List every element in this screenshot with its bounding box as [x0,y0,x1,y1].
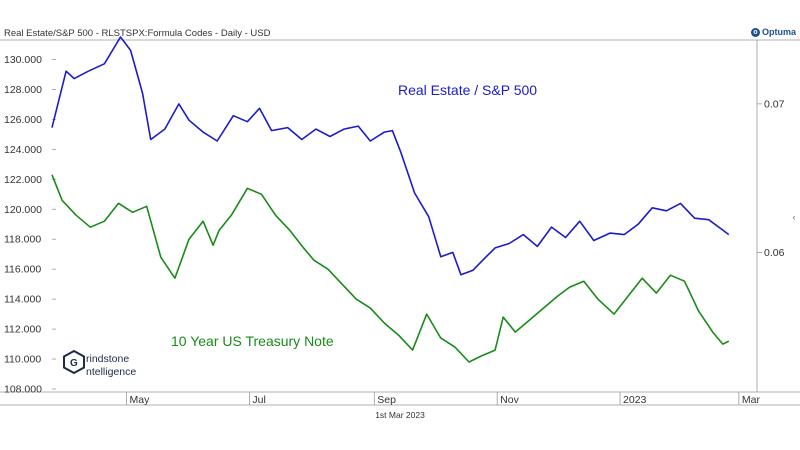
grindstone-logo: G rindstone ntelligence [63,350,136,378]
logo-line1: rindstone [86,353,129,365]
optuma-icon: o [750,27,760,37]
footer-date: 1st Mar 2023 [375,410,425,420]
left-tick-label: 118.000 [4,234,41,246]
x-axis: May Jul Sep Nov 2023 Mar [126,392,761,406]
x-tick-label: May [130,394,151,406]
left-tick-label: 128.000 [4,84,42,96]
left-axis: 130.000 128.000 126.000 124.000 122.000 120.0… [4,54,56,396]
left-tick-label: 126.000 [4,114,42,126]
right-tick-label: 0.06 [764,247,785,259]
axis-lines [0,39,800,406]
annotation-real-estate: Real Estate / S&P 500 [398,82,537,98]
series-line-treasury [51,174,730,363]
logo-line2: ntelligence [86,366,136,378]
left-tick-label: 124.000 [4,144,42,156]
series-line-real-estate [51,36,730,276]
x-tick-label: Jul [252,394,265,406]
left-tick-label: 130.000 [4,54,42,66]
brand-name: Optuma [761,27,796,37]
left-tick-label: 112.000 [4,324,41,336]
left-tick-label: 120.000 [4,204,42,216]
right-tick-label: 0.07 [764,98,785,110]
x-tick-label: 2023 [623,394,647,406]
x-tick-label: Sep [377,394,396,406]
left-tick-label: 122.000 [4,174,42,186]
left-tick-label: 114.000 [4,294,41,306]
brand-logo: o Optuma [750,27,796,37]
x-tick-label: Mar [742,394,761,406]
collapse-handle-icon[interactable]: ‹ [792,212,796,222]
x-tick-label: Nov [500,394,519,406]
chart-title: Real Estate/S&P 500 - RLSTSPX:Formula Co… [4,28,271,39]
annotation-treasury: 10 Year US Treasury Note [171,333,334,349]
hexagon-icon [63,350,85,375]
right-axis: 0.07 0.06 [757,98,785,259]
left-tick-label: 116.000 [4,264,41,276]
left-tick-label: 110.000 [4,354,41,366]
logo-mark: G [70,358,78,369]
left-tick-label: 108.000 [4,384,42,396]
